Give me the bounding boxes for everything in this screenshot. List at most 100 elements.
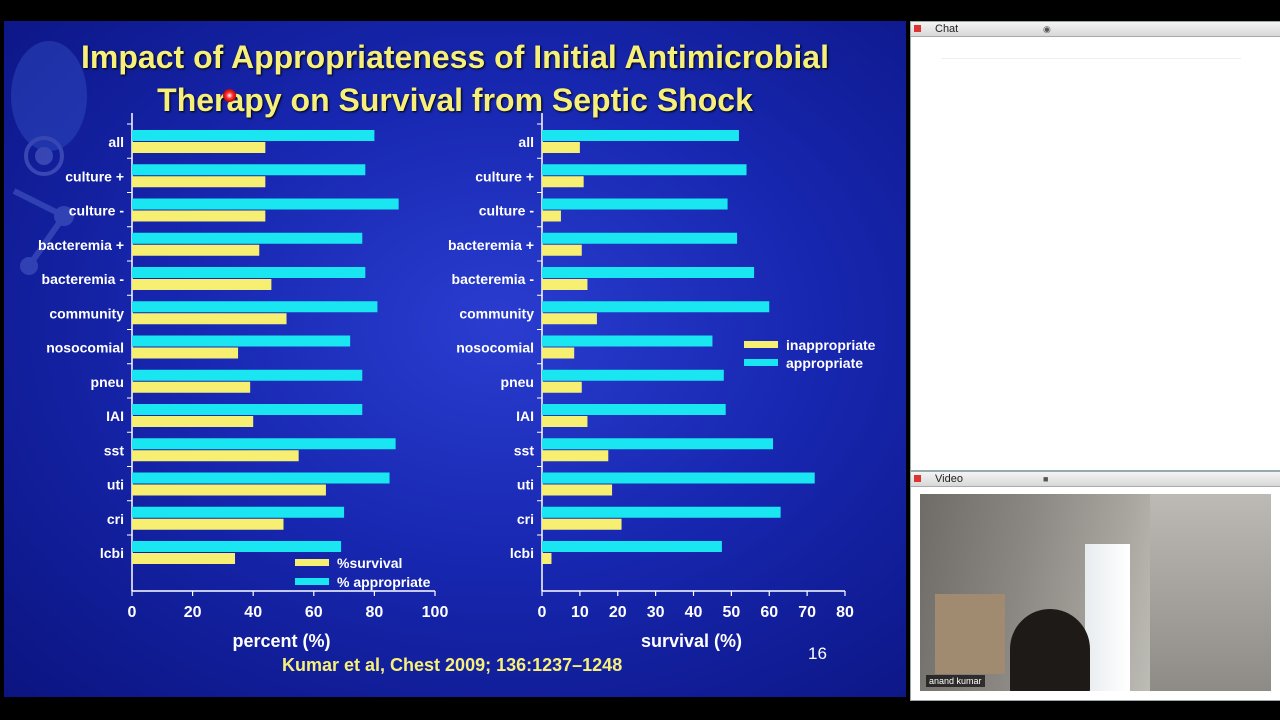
chart1-legend-swatch [295,578,329,585]
chart1-category-label: uti [107,477,124,493]
chart2-bar-bottom [542,553,552,564]
chart2-bar-top [542,472,815,484]
chart1-bar-top [132,506,345,518]
chart1-bar-top [132,369,363,381]
chart2-bar-top [542,335,713,347]
background-molecule-decoration [11,41,87,275]
chart1-category-label: community [49,305,124,321]
video-panel-title: Video [935,473,963,485]
chart1-category-label: all [108,134,124,150]
chart2-category-label: culture - [479,203,535,219]
chart2-bar-bottom [542,347,575,359]
chart2-x-tick-label: 30 [647,604,665,621]
chart1-x-axis-label: percent (%) [232,631,330,651]
chart2-bar-top [542,198,728,210]
chart2-bar-top [542,369,724,381]
chart2-x-tick-label: 60 [760,604,778,621]
chart1-category-label: IAI [106,408,124,424]
video-panel-header[interactable]: Video ■ [911,472,1280,487]
chart2-bar-top [542,164,747,176]
chart2-category-label: sst [514,442,535,458]
chart1-bar-top [132,438,396,450]
chat-panel-title: Chat [935,23,959,35]
chart2-x-axis-label: survival (%) [641,631,742,651]
video-wall-right [1150,494,1271,691]
video-panel[interactable]: Video ■ anand kumar [910,471,1280,701]
chart1-bar-bottom [132,176,266,188]
chart1-category-label: nosocomial [46,340,124,356]
chart2-category-label: bacteremia - [452,271,535,287]
chart1-bar-top [132,472,390,484]
chart2-bar-bottom [542,416,588,427]
chart1-x-tick-label: 20 [184,604,202,621]
panel-menu-icon[interactable] [914,475,921,482]
chart2-bar-bottom [542,244,582,256]
chart1-bar-bottom [132,244,260,256]
chart2-category-label: bacteremia + [448,237,534,253]
chart2-x-tick-label: 50 [722,604,740,621]
chart1-legend-label: %survival [337,555,402,571]
chat-panel-header[interactable]: Chat ◉ [911,22,1280,37]
chart2-category-label: nosocomial [456,340,534,356]
camera-icon[interactable]: ■ [1043,474,1049,484]
video-participant-name: anand kumar [926,675,985,687]
chart1-x-tick-label: 40 [244,604,262,621]
chart1-bar-bottom [132,416,254,427]
slide-title: Impact of Appropriateness of Initial Ant… [4,36,906,122]
chart1-category-label: lcbi [100,545,124,561]
chat-message-area [941,58,1241,59]
chart2-bar-top [542,232,738,244]
chart2-bar-top [542,541,722,552]
chart1-legend-label: % appropriate [337,574,431,590]
chart1-bar-top [132,404,363,415]
chart1-bar-bottom [132,381,251,393]
citation: Kumar et al, Chest 2009; 136:1237–1248 [282,655,623,675]
webcam-video-feed: anand kumar [920,494,1271,691]
chart2-bar-top [542,301,770,313]
presentation-slide: 0 20 40 60 80 100 all culture + culture - bactere… [4,21,906,697]
chart2-bar-bottom [542,176,584,188]
chart1-bar-bottom [132,313,287,325]
chart2-bar-top [542,404,726,415]
chart2-x-tick-label: 20 [609,604,627,621]
chart1-bar-bottom [132,484,326,496]
chart1-category-label: culture - [69,203,125,219]
chart2-legend-swatch [744,341,778,348]
panel-menu-icon[interactable] [914,25,921,32]
chart1-bar-bottom [132,279,272,290]
chart2-bar-top [542,267,755,278]
chart1-bar-bottom [132,518,284,530]
chart1-bar-bottom [132,142,266,153]
chart1-category-label: cri [107,511,124,527]
chart1-category-label: sst [104,442,125,458]
chart1-bar-top [132,541,342,552]
chart1-x-tick-label: 0 [128,604,137,621]
chart2-bar-top [542,506,781,518]
speech-bubble-icon[interactable]: ◉ [1043,24,1051,34]
chart1-bar-top [132,232,363,244]
chart2-category-label: cri [517,511,534,527]
chart1-bar-top [132,335,351,347]
chart2-bar-bottom [542,142,580,153]
chart2-category-label: culture + [475,168,534,184]
video-window [1085,544,1130,691]
chart2-category-label: lcbi [510,545,534,561]
chart2-legend-swatch [744,359,778,366]
chat-panel[interactable]: Chat ◉ [910,21,1280,471]
chart2-x-tick-label: 10 [571,604,589,621]
chart2-category-label: IAI [516,408,534,424]
chart2-legend-label: appropriate [786,355,863,371]
chart2-x-tick-label: 40 [685,604,703,621]
chart2-x-tick-label: 70 [798,604,816,621]
chart2-category-label: uti [517,477,534,493]
chart1-category-label: pneu [91,374,124,390]
chart2-bar-bottom [542,518,622,530]
slide-title-line1: Impact of Appropriateness of Initial Ant… [81,39,829,75]
chart2-legend-label: inappropriate [786,337,876,353]
chart1-x-tick-label: 100 [422,604,449,621]
chart1-bar-top [132,198,399,210]
chart2-x-tick-label: 0 [538,604,547,621]
slide-title-line2: Therapy on Survival from Septic Shock [157,82,753,118]
chart1-bar-bottom [132,553,236,564]
